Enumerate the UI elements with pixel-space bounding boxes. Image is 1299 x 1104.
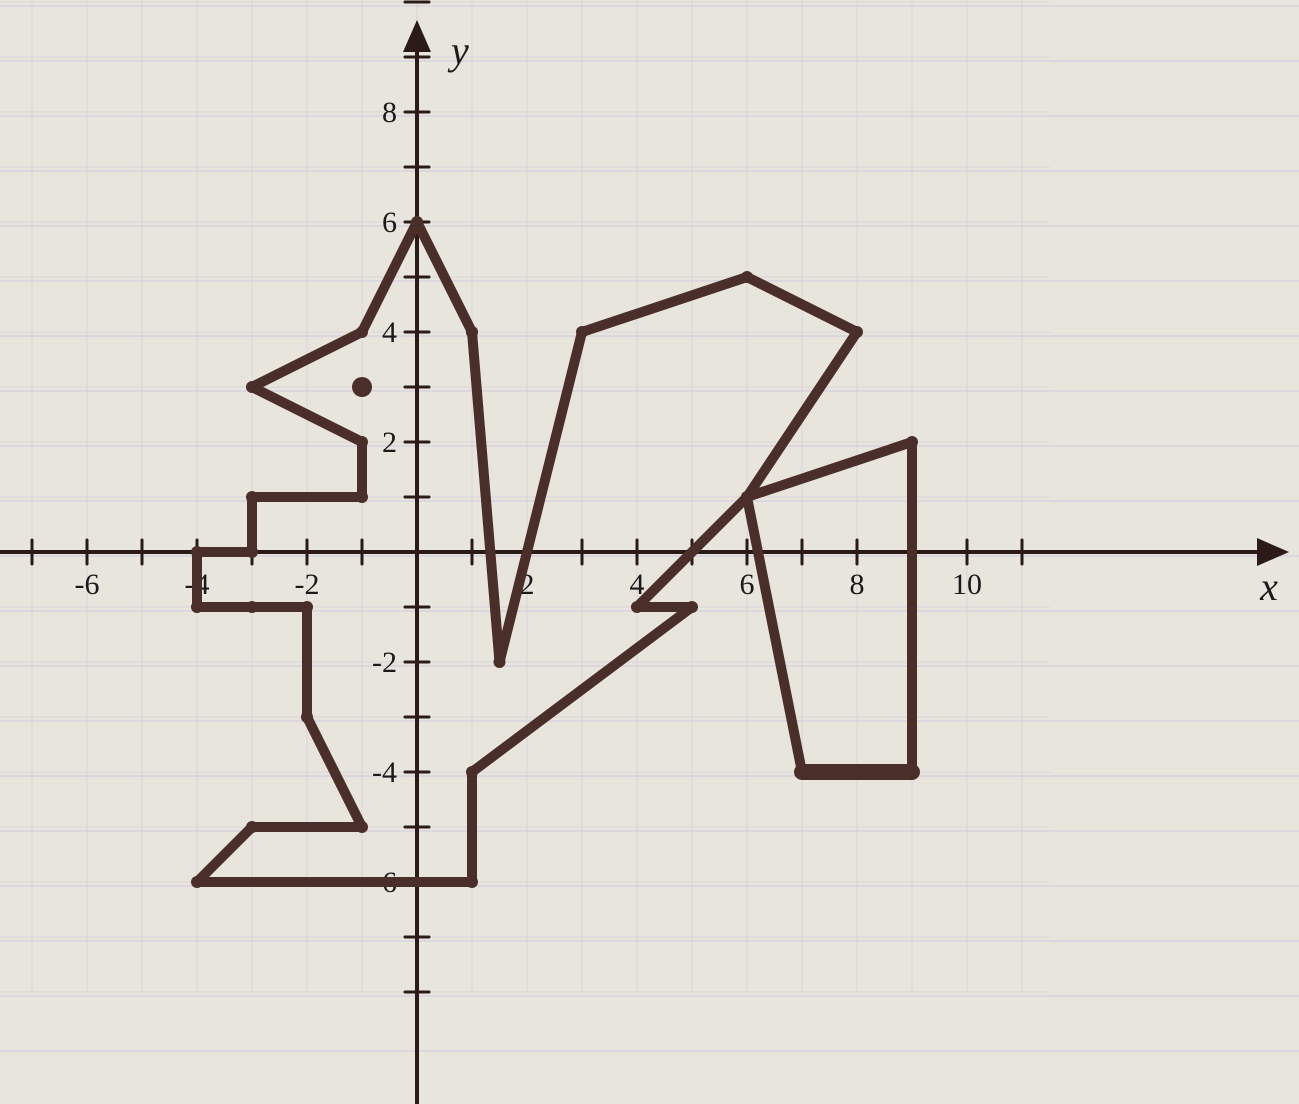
svg-text:8: 8 (382, 96, 397, 129)
svg-text:6: 6 (382, 206, 397, 239)
svg-text:2: 2 (382, 426, 397, 459)
svg-text:-4: -4 (372, 756, 397, 789)
graph-canvas: xy-8-6-4-2246810-6-4-22468 (0, 0, 1299, 1104)
y-axis-label: y (447, 28, 469, 73)
svg-text:4: 4 (382, 316, 397, 349)
svg-text:-2: -2 (372, 646, 397, 679)
svg-text:-6: -6 (75, 568, 100, 601)
svg-text:6: 6 (740, 568, 755, 601)
svg-text:-2: -2 (295, 568, 320, 601)
x-axis-label: x (1259, 564, 1278, 609)
coordinate-plot: xy-8-6-4-2246810-6-4-22468 (0, 0, 1299, 1104)
svg-text:8: 8 (850, 568, 865, 601)
eye-dot (352, 377, 372, 397)
svg-text:10: 10 (952, 568, 982, 601)
